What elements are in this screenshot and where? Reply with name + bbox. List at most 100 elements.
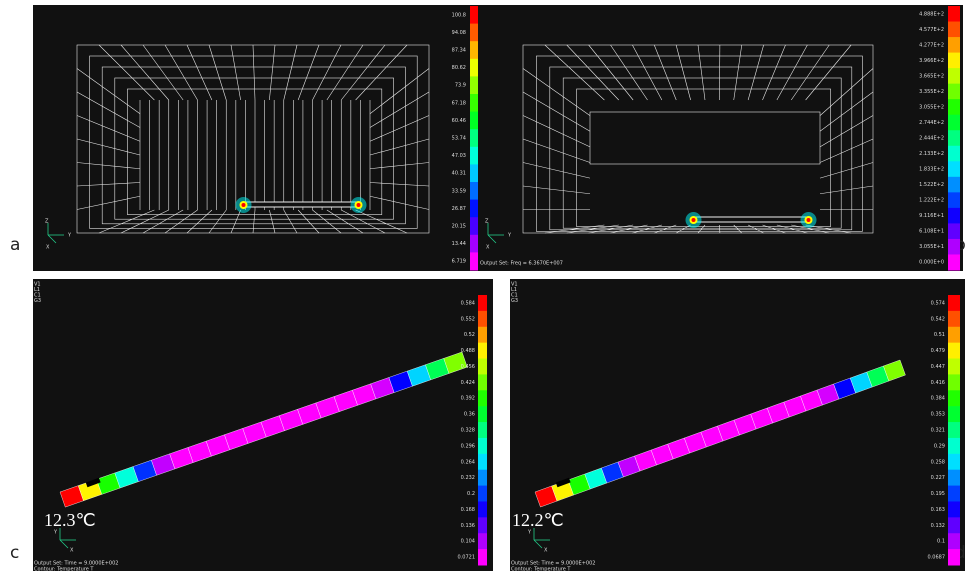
colorbar-segment (948, 53, 960, 69)
colorbar-segment (948, 438, 960, 454)
hotspot (242, 203, 246, 207)
colorbar-segment (948, 22, 960, 38)
strip (244, 202, 359, 207)
colorbar-segment (948, 295, 960, 311)
colorbar-label: 40.31 (452, 171, 466, 177)
colorbar-segment (470, 235, 478, 253)
temperature-label: 12.2℃ (512, 510, 564, 530)
colorbar-segment (948, 390, 960, 406)
colorbar-segment (478, 533, 487, 549)
colorbar-label: 4.888E+2 (919, 11, 944, 17)
colorbar-segment (478, 501, 487, 517)
colorbar-segment (470, 129, 478, 147)
colorbar-label: 0.574 (931, 300, 945, 306)
colorbar-label: 0.000E+0 (919, 260, 944, 266)
colorbar-segment (948, 374, 960, 390)
colorbar-segment (948, 454, 960, 470)
colorbar-segment (948, 533, 960, 549)
colorbar-label: 0.264 (461, 459, 475, 465)
hotspot (807, 218, 811, 222)
colorbar-label: 0.104 (461, 539, 475, 545)
hotspot (357, 203, 361, 207)
colorbar-label: 3.665E+2 (919, 73, 944, 79)
colorbar-label: 0.353 (931, 412, 945, 418)
colorbar-segment (948, 517, 960, 533)
colorbar-segment (948, 470, 960, 486)
colorbar-label: 2.744E+2 (919, 120, 944, 126)
axis-label: X (544, 548, 548, 554)
panel-label: a (10, 235, 20, 255)
colorbar-segment (470, 59, 478, 77)
colorbar-segment (948, 311, 960, 327)
colorbar-segment (478, 359, 487, 375)
colorbar-segment (478, 390, 487, 406)
colorbar-label: 80.62 (452, 65, 466, 71)
colorbar-segment (478, 438, 487, 454)
colorbar-label: 0.258 (931, 459, 945, 465)
colorbar-label: 67.18 (452, 100, 466, 106)
colorbar-segment (948, 486, 960, 502)
colorbar-label: 3.966E+2 (919, 58, 944, 64)
colorbar-segment (948, 406, 960, 422)
axis-label: X (46, 245, 50, 251)
colorbar-label: 0.0687 (928, 555, 946, 561)
colorbar-label: 0.416 (931, 380, 945, 386)
colorbar-segment (948, 254, 960, 270)
colorbar-label: 0.51 (934, 332, 945, 338)
colorbar-segment (470, 182, 478, 200)
colorbar-label: 0.132 (931, 523, 945, 529)
colorbar-label: 0.392 (461, 396, 475, 402)
colorbar-segment (948, 177, 960, 193)
colorbar-segment (478, 406, 487, 422)
colorbar-segment (470, 76, 478, 94)
colorbar-segment (470, 41, 478, 59)
view-header: G3 (34, 298, 41, 304)
colorbar-label: 0.552 (461, 316, 475, 322)
colorbar-segment (948, 161, 960, 177)
colorbar-label: 0.456 (461, 364, 475, 370)
colorbar-segment (948, 6, 960, 22)
colorbar-segment (470, 24, 478, 42)
colorbar-label: 73.9 (455, 83, 466, 89)
figure: a100.894.0887.3480.6273.967.1860.4653.74… (0, 0, 971, 574)
colorbar-label: 33.59 (452, 188, 466, 194)
colorbar-label: 0.296 (461, 443, 475, 449)
colorbar-segment (948, 115, 960, 131)
temperature-label: 12.3℃ (44, 510, 96, 530)
colorbar-label: 0.52 (464, 332, 475, 338)
colorbar-label: 0.328 (461, 428, 475, 434)
colorbar-label: 0.2 (467, 491, 475, 497)
colorbar-segment (470, 217, 478, 235)
colorbar-segment (948, 327, 960, 343)
colorbar-label: 0.163 (931, 507, 945, 513)
colorbar-label: 6.719 (452, 259, 466, 265)
axis-label: Z (485, 219, 489, 225)
colorbar-segment (470, 112, 478, 130)
colorbar-label: 0.168 (461, 507, 475, 513)
colorbar-segment (478, 295, 487, 311)
colorbar-segment (478, 311, 487, 327)
colorbar-segment (478, 374, 487, 390)
strip (694, 217, 809, 222)
axis-label: X (70, 548, 74, 554)
colorbar-segment (948, 208, 960, 224)
colorbar-segment (948, 146, 960, 162)
colorbar-segment (948, 422, 960, 438)
colorbar-segment (948, 68, 960, 84)
colorbar-segment (478, 454, 487, 470)
colorbar-label: 3.055E+2 (919, 104, 944, 110)
colorbar-label: 0.232 (461, 475, 475, 481)
colorbar-label: 0.321 (931, 428, 945, 434)
view-header: G3 (511, 298, 518, 304)
colorbar-label: 0.195 (931, 491, 945, 497)
colorbar-segment (478, 327, 487, 343)
colorbar-label: 0.447 (931, 364, 945, 370)
contour-label: Contour: Temperature T (34, 567, 94, 573)
hotspot (692, 218, 696, 222)
colorbar-label: 3.055E+1 (919, 244, 944, 250)
colorbar-segment (948, 130, 960, 146)
axis-label: Z (45, 219, 49, 225)
colorbar-label: 0.424 (461, 380, 475, 386)
colorbar-label: 60.46 (452, 118, 466, 124)
colorbar-label: 1.522E+2 (919, 182, 944, 188)
